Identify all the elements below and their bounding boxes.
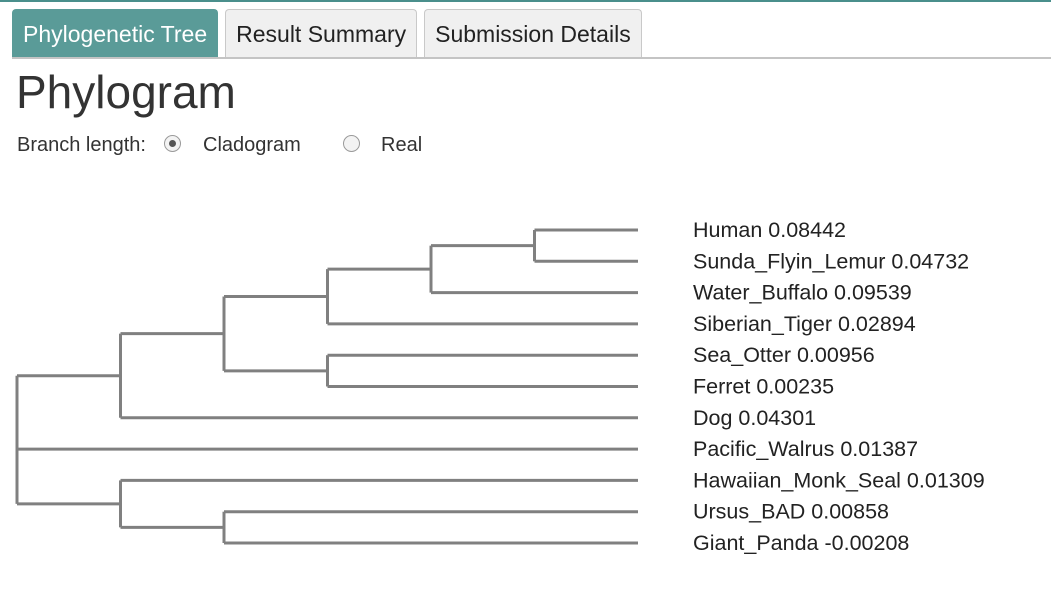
tab-divider	[12, 57, 1051, 59]
leaf-label-pacific-walrus: Pacific_Walrus 0.01387	[693, 437, 918, 461]
radio-selected-dot	[169, 140, 176, 147]
tab-phylogenetic-tree[interactable]: Phylogenetic Tree	[12, 9, 219, 57]
page-title: Phylogram	[16, 66, 236, 118]
cladogram-radio-label[interactable]: Cladogram	[203, 134, 301, 156]
tab-result-summary[interactable]: Result Summary	[225, 9, 418, 57]
top-accent-line	[0, 0, 1051, 2]
branch-length-label: Branch length:	[17, 134, 146, 156]
leaf-label-sunda-flyin-lemur: Sunda_Flyin_Lemur 0.04732	[693, 249, 969, 273]
leaf-label-human: Human 0.08442	[693, 218, 846, 242]
tab-bar: Phylogenetic Tree Result Summary Submiss…	[12, 9, 649, 57]
leaf-label-ferret: Ferret 0.00235	[693, 375, 834, 399]
leaf-label-sea-otter: Sea_Otter 0.00956	[693, 343, 875, 367]
cladogram-radio[interactable]	[164, 135, 181, 152]
leaf-label-water-buffalo: Water_Buffalo 0.09539	[693, 281, 912, 305]
real-radio[interactable]	[343, 135, 360, 152]
real-radio-label[interactable]: Real	[381, 134, 423, 156]
leaf-label-hawaiian-monk-seal: Hawaiian_Monk_Seal 0.01309	[693, 468, 985, 492]
leaf-label-siberian-tiger: Siberian_Tiger 0.02894	[693, 312, 916, 336]
leaf-label-ursus-bad: Ursus_BAD 0.00858	[693, 500, 889, 524]
tab-submission-details[interactable]: Submission Details	[424, 9, 642, 57]
leaf-label-giant-panda: Giant_Panda -0.00208	[693, 531, 909, 555]
leaf-label-dog: Dog 0.04301	[693, 406, 816, 430]
